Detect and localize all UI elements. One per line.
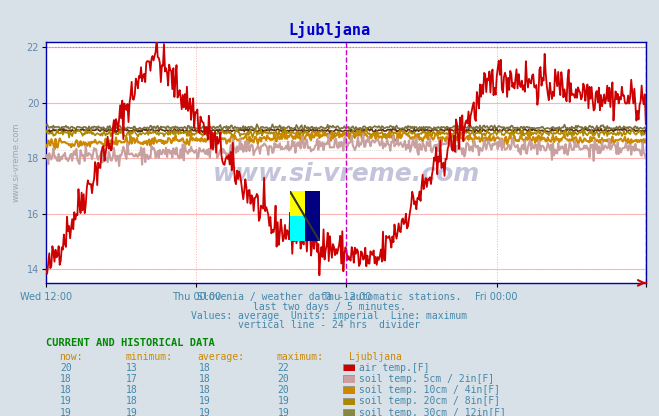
Text: 20: 20 bbox=[277, 374, 289, 384]
Text: 19: 19 bbox=[126, 408, 138, 416]
Text: Values: average  Units: imperial  Line: maximum: Values: average Units: imperial Line: ma… bbox=[191, 311, 468, 321]
Text: www.si-vreme.com: www.si-vreme.com bbox=[12, 122, 21, 202]
Text: minimum:: minimum: bbox=[125, 352, 172, 362]
Text: soil temp. 10cm / 4in[F]: soil temp. 10cm / 4in[F] bbox=[359, 385, 500, 395]
Text: now:: now: bbox=[59, 352, 83, 362]
Text: 13: 13 bbox=[126, 363, 138, 373]
Text: soil temp. 20cm / 8in[F]: soil temp. 20cm / 8in[F] bbox=[359, 396, 500, 406]
Text: maximum:: maximum: bbox=[277, 352, 324, 362]
Text: 18: 18 bbox=[198, 363, 210, 373]
Text: 19: 19 bbox=[277, 408, 289, 416]
Text: average:: average: bbox=[198, 352, 244, 362]
Text: air temp.[F]: air temp.[F] bbox=[359, 363, 430, 373]
Text: 18: 18 bbox=[60, 374, 72, 384]
Text: last two days / 5 minutes.: last two days / 5 minutes. bbox=[253, 302, 406, 312]
Text: 18: 18 bbox=[60, 385, 72, 395]
Bar bbox=[304, 191, 320, 241]
Text: Ljubljana: Ljubljana bbox=[289, 21, 370, 37]
Text: 20: 20 bbox=[60, 363, 72, 373]
Text: 18: 18 bbox=[126, 385, 138, 395]
Text: Slovenia / weather data - automatic stations.: Slovenia / weather data - automatic stat… bbox=[197, 292, 462, 302]
Text: CURRENT AND HISTORICAL DATA: CURRENT AND HISTORICAL DATA bbox=[46, 338, 215, 348]
Bar bbox=[290, 216, 304, 241]
Text: 19: 19 bbox=[277, 396, 289, 406]
Text: www.si-vreme.com: www.si-vreme.com bbox=[212, 162, 480, 186]
Text: 19: 19 bbox=[60, 396, 72, 406]
Text: 22: 22 bbox=[277, 363, 289, 373]
Text: 19: 19 bbox=[198, 396, 210, 406]
Bar bbox=[290, 191, 304, 216]
Text: 18: 18 bbox=[126, 396, 138, 406]
Text: 18: 18 bbox=[198, 374, 210, 384]
Text: 18: 18 bbox=[198, 385, 210, 395]
Text: soil temp. 5cm / 2in[F]: soil temp. 5cm / 2in[F] bbox=[359, 374, 494, 384]
Text: 19: 19 bbox=[198, 408, 210, 416]
Text: 20: 20 bbox=[277, 385, 289, 395]
Text: Ljubljana: Ljubljana bbox=[349, 352, 402, 362]
Text: 17: 17 bbox=[126, 374, 138, 384]
Text: 19: 19 bbox=[60, 408, 72, 416]
Text: vertical line - 24 hrs  divider: vertical line - 24 hrs divider bbox=[239, 320, 420, 330]
Text: soil temp. 30cm / 12in[F]: soil temp. 30cm / 12in[F] bbox=[359, 408, 506, 416]
